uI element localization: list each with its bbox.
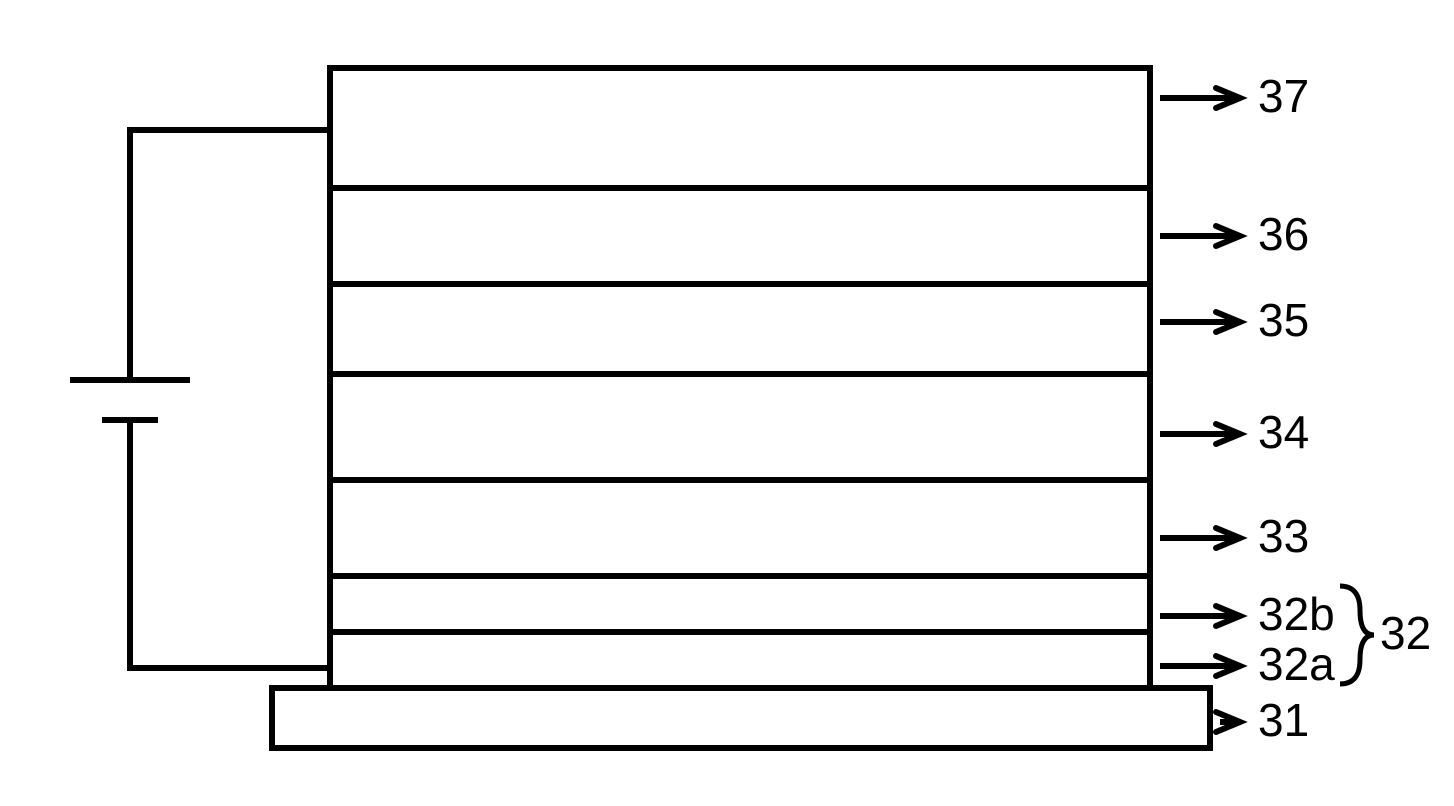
layer-31 — [272, 688, 1210, 748]
layer-33-arrow — [1160, 528, 1240, 548]
layer-32b — [330, 576, 1150, 632]
layer-35-label: 35 — [1258, 294, 1309, 346]
group-32-bracket — [1340, 586, 1374, 684]
layer-32a — [330, 632, 1150, 688]
layer-35 — [330, 284, 1150, 374]
layer-37-label: 37 — [1258, 70, 1309, 122]
layer-31-arrow — [1216, 712, 1240, 732]
layer-34-label: 34 — [1258, 406, 1309, 458]
layer-37 — [330, 68, 1150, 188]
layer-36-arrow — [1160, 226, 1240, 246]
layer-33-label: 33 — [1258, 510, 1309, 562]
power-source — [70, 130, 330, 668]
layer-37-arrow — [1160, 88, 1240, 108]
layer-34-arrow — [1160, 424, 1240, 444]
layer-31-label: 31 — [1258, 694, 1309, 746]
layer-32b-label: 32b — [1258, 588, 1335, 640]
layer-36-label: 36 — [1258, 208, 1309, 260]
group-32-label: 32 — [1380, 607, 1431, 659]
layer-32a-label: 32a — [1258, 638, 1335, 690]
layer-32a-arrow — [1160, 656, 1240, 676]
layer-35-arrow — [1160, 312, 1240, 332]
layer-34 — [330, 374, 1150, 480]
layer-33 — [330, 480, 1150, 576]
layer-32b-arrow — [1160, 606, 1240, 626]
layered-device-diagram: 37 36 35 34 33 32b32a31 32 — [0, 0, 1454, 806]
layer-36 — [330, 188, 1150, 284]
